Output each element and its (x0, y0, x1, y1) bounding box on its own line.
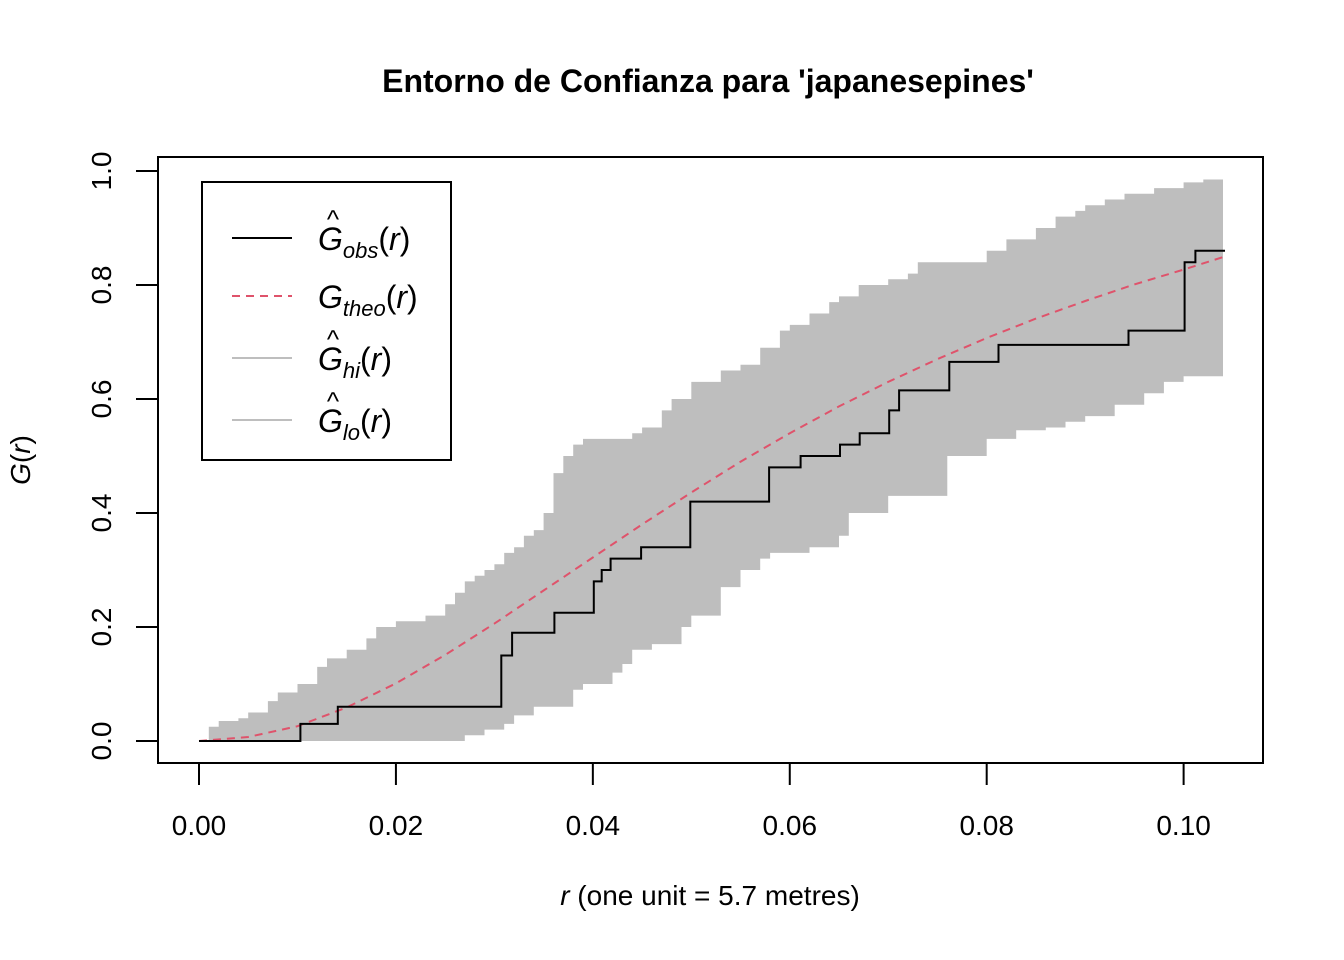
legend-label-lo: Glo(r) (318, 403, 392, 445)
legend-label-open: ( (360, 403, 371, 439)
legend-label-close: ) (400, 221, 411, 257)
chart-title: Entorno de Confianza para 'japanesepines… (382, 63, 1034, 99)
legend-label-open: ( (378, 221, 389, 257)
y-axis-label-arg: r (5, 443, 36, 454)
legend-label-base: G (318, 279, 343, 315)
legend-label-hi: Ghi(r) (318, 341, 392, 383)
legend-label-arg: r (371, 403, 383, 439)
legend-label-sub: obs (343, 238, 378, 263)
legend-label-sub: hi (343, 358, 361, 383)
legend-label-base: G (318, 221, 343, 257)
x-tick-label: 0.10 (1156, 810, 1211, 841)
legend-label-sub: theo (343, 296, 386, 321)
legend-hat-hi: ^ (327, 324, 340, 354)
legend-hat-lo: ^ (327, 386, 340, 416)
y-tick-label: 0.6 (86, 380, 117, 419)
series-theo-line (198, 256, 1224, 742)
y-tick-label: 0.0 (86, 722, 117, 761)
legend-label-base: G (318, 403, 343, 439)
y-tick-label: 0.2 (86, 608, 117, 647)
x-axis-label-var: r (560, 880, 571, 911)
x-axis-label: r (one unit = 5.7 metres) (560, 880, 860, 911)
legend-label-sub: lo (343, 420, 360, 445)
y-tick-label: 0.4 (86, 494, 117, 533)
x-axis-label-text: (one unit = 5.7 metres) (570, 880, 860, 911)
x-tick-label: 0.04 (566, 810, 621, 841)
x-tick-label: 0.02 (369, 810, 424, 841)
series-lines (198, 249, 1225, 742)
y-axis-label-close: ) (5, 435, 36, 444)
x-tick-label: 0.06 (763, 810, 818, 841)
band-area (199, 179, 1223, 741)
legend: Gobs(r)^Gtheo(r)Ghi(r)^Glo(r)^ (201, 181, 452, 461)
y-axis-label: G(r) (5, 435, 36, 485)
x-tick-label: 0.00 (172, 810, 227, 841)
y-axis-label-open: ( (5, 453, 36, 463)
legend-label-arg: r (389, 221, 401, 257)
legend-hat-obs: ^ (327, 204, 340, 234)
legend-label-close: ) (407, 279, 418, 315)
legend-label-open: ( (386, 279, 397, 315)
y-axis-label-fn: G (5, 463, 36, 485)
legend-label-arg: r (371, 341, 383, 377)
series-obs-line (199, 249, 1225, 742)
y-axis: 0.0 0.2 0.4 0.6 0.8 1.0 (86, 152, 159, 761)
x-tick-label: 0.08 (959, 810, 1014, 841)
y-tick-label: 1.0 (86, 152, 117, 191)
confidence-band (199, 179, 1223, 741)
legend-label-base: G (318, 341, 343, 377)
legend-box (201, 181, 452, 461)
x-axis: 0.00 0.02 0.04 0.06 0.08 0.10 (172, 762, 1211, 841)
legend-label-open: ( (360, 341, 371, 377)
legend-label-arg: r (396, 279, 408, 315)
y-tick-label: 0.8 (86, 266, 117, 305)
legend-label-theo: Gtheo(r) (318, 279, 418, 321)
legend-label-close: ) (381, 403, 392, 439)
legend-label-close: ) (381, 341, 392, 377)
legend-label-obs: Gobs(r) (318, 221, 410, 263)
